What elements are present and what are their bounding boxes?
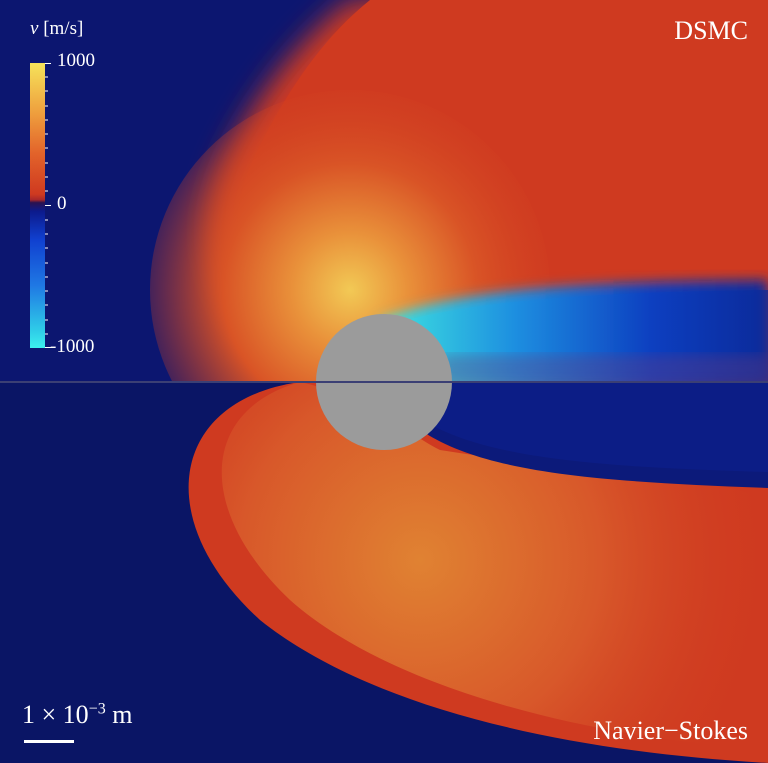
scale-unit: m xyxy=(112,700,133,729)
scale-times: × xyxy=(41,700,57,729)
scale-mantissa: 1 xyxy=(22,700,35,729)
colorbar-max-label: 1000 xyxy=(57,50,95,71)
navier-stokes-label: Navier−Stokes xyxy=(593,716,748,745)
scale-base: 10 xyxy=(62,700,89,729)
dsmc-panel xyxy=(0,0,768,382)
colorbar-title: v [m/s] xyxy=(30,18,83,40)
colorbar-ticks xyxy=(45,63,51,348)
colorbar-unit: [m/s] xyxy=(43,18,84,39)
scale-exponent: −3 xyxy=(88,700,106,718)
colorbar-variable: v xyxy=(30,18,39,39)
colorbar-min-label: -1000 xyxy=(50,336,95,357)
dsmc-label: DSMC xyxy=(674,16,748,45)
scale-bar-label: 1 × 10−3 m xyxy=(22,700,132,730)
colorbar xyxy=(30,63,45,348)
panel-divider xyxy=(0,381,768,383)
colorbar-zero-label: 0 xyxy=(57,193,67,214)
scale-bar xyxy=(24,740,74,743)
